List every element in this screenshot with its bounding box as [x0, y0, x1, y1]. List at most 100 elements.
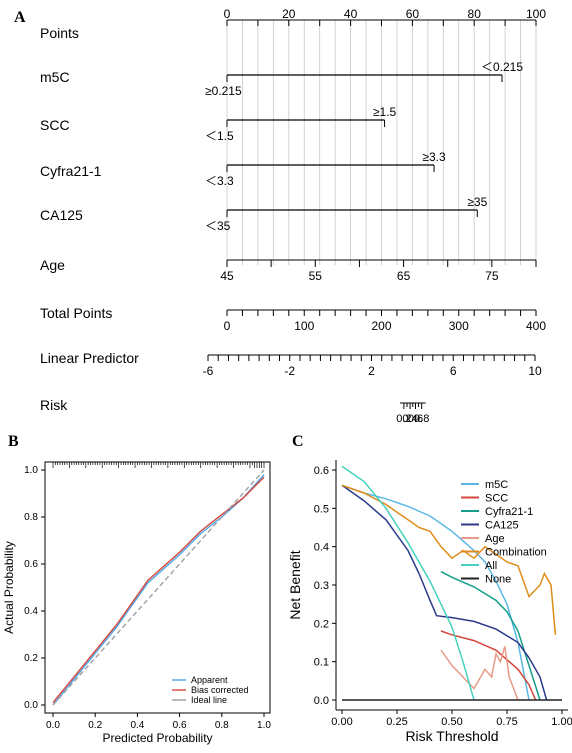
series-line — [341, 484, 548, 701]
x-tick-label: 0.4 — [130, 720, 144, 731]
y-tick-label: 0.1 — [314, 657, 329, 669]
decision-curve-chart: C 0.00 0.25 0.50 0.75 1.00 0.0 0.1 0.2 0.3 0.4 0.5 0… — [287, 433, 572, 744]
calibration-chart: B 0.0 0.2 0.4 0.6 0.8 1.0 0.0 0.2 0.4 0.6 0.8 1.0 Pre… — [2, 433, 271, 745]
y-tick-label: 1.0 — [24, 465, 38, 476]
legend-label: Apparent — [191, 675, 228, 685]
legend-label: Combination — [485, 547, 547, 559]
y-axis-label: Actual Probability — [2, 541, 16, 634]
y-tick-label: 0.6 — [24, 559, 38, 570]
factor-level-label: ≥35 — [467, 195, 487, 209]
x-axis-label: Predicted Probability — [102, 731, 212, 745]
risk-tick-label: 0.6 — [408, 413, 423, 425]
x-tick-label: 1.00 — [551, 716, 572, 728]
legend-label: Ideal line — [191, 695, 227, 705]
row-label: Risk — [40, 397, 68, 413]
decision-curve-panel: C 0.00 0.25 0.50 0.75 1.00 0.0 0.1 0.2 0.3 0.4 0.5 0… — [286, 430, 572, 748]
total-points-tick-label: 200 — [371, 319, 391, 333]
legend-label: Bias corrected — [191, 685, 249, 695]
series-line — [52, 474, 265, 706]
age-tick-label: 65 — [397, 269, 411, 283]
linear-predictor-tick-label: 10 — [528, 364, 542, 378]
x-tick-label: 0.00 — [331, 716, 352, 728]
legend-label: SCC — [485, 493, 508, 505]
points-tick-label: 60 — [406, 7, 420, 21]
total-points-tick-label: 0 — [224, 319, 231, 333]
y-tick-label: 0.0 — [24, 700, 38, 711]
nomogram-chart: A Points m5C SCC Cyfra21-1 CA125 Age Total Poin… — [14, 7, 546, 425]
y-tick-label: 0.2 — [314, 618, 329, 630]
calibration-panel: B 0.0 0.2 0.4 0.6 0.8 1.0 0.0 0.2 0.4 0.6 0.8 1.0 Pre… — [0, 430, 286, 748]
total-points-tick-label: 100 — [294, 319, 314, 333]
y-tick-label: 0.3 — [314, 580, 329, 592]
y-tick-label: 0.6 — [314, 465, 329, 477]
series-line — [440, 630, 537, 701]
y-tick-label: 0.5 — [314, 503, 329, 515]
legend-label: Age — [485, 533, 505, 545]
legend-label: None — [485, 574, 511, 586]
legend-label: All — [485, 560, 497, 572]
factor-level-label: ＜35 — [205, 219, 231, 233]
x-tick-label: 0.0 — [46, 720, 60, 731]
risk-tick-label: 0.2 — [396, 413, 411, 425]
x-tick-label: 0.8 — [215, 720, 229, 731]
y-tick-label: 0.8 — [24, 512, 38, 523]
series-line — [52, 469, 265, 706]
age-tick-label: 75 — [485, 269, 499, 283]
y-tick-label: 0.0 — [314, 695, 329, 707]
factor-level-label: ＜0.215 — [481, 60, 523, 74]
points-tick-label: 100 — [526, 7, 546, 21]
row-label: Total Points — [40, 305, 112, 321]
row-label: Cyfra21-1 — [40, 163, 102, 179]
series-line — [440, 646, 519, 701]
factor-level-label: ≥3.3 — [422, 150, 446, 164]
legend-label: CA125 — [485, 520, 519, 532]
series-line — [440, 570, 541, 701]
nomogram-panel: A Points m5C SCC Cyfra21-1 CA125 Age Total Poin… — [14, 7, 546, 425]
points-tick-label: 40 — [344, 7, 358, 21]
panel-label-c: C — [292, 433, 304, 450]
row-label: Linear Predictor — [40, 350, 139, 366]
x-tick-label: 0.2 — [88, 720, 102, 731]
x-tick-label: 0.50 — [441, 716, 462, 728]
row-label: m5C — [40, 69, 70, 85]
linear-predictor-tick-label: -2 — [284, 364, 295, 378]
row-label: SCC — [40, 117, 70, 133]
row-label: Points — [40, 25, 79, 41]
plot-frame — [44, 461, 271, 714]
panel-label-b: B — [8, 433, 19, 450]
x-tick-label: 0.75 — [496, 716, 517, 728]
age-tick-label: 55 — [309, 269, 323, 283]
y-tick-label: 0.4 — [314, 542, 329, 554]
row-label: Age — [40, 257, 65, 273]
factor-level-label: ＜3.3 — [205, 174, 234, 188]
factor-level-label: ＜1.5 — [205, 129, 234, 143]
y-tick-label: 0.2 — [24, 653, 38, 664]
row-label: CA125 — [40, 207, 83, 223]
series-line — [52, 476, 265, 704]
linear-predictor-tick-label: -6 — [203, 364, 214, 378]
series-line — [341, 465, 475, 701]
linear-predictor-tick-label: 6 — [450, 364, 457, 378]
y-axis-label: Net Benefit — [287, 550, 303, 619]
factor-level-label: ≥1.5 — [373, 105, 397, 119]
x-tick-label: 0.25 — [386, 716, 407, 728]
x-tick-label: 1.0 — [257, 720, 271, 731]
total-points-tick-label: 300 — [449, 319, 469, 333]
risk-tick-label: 0.4 — [402, 413, 417, 425]
legend-label: Cyfra21-1 — [485, 506, 533, 518]
factor-level-label: ≥0.215 — [205, 84, 242, 98]
x-axis-label: Risk Threshold — [405, 728, 498, 744]
risk-tick-label: 0.8 — [414, 413, 429, 425]
series-line — [341, 484, 530, 701]
points-tick-label: 20 — [282, 7, 296, 21]
panel-label-a: A — [14, 9, 26, 26]
points-tick-label: 0 — [224, 7, 231, 21]
legend-label: m5C — [485, 479, 508, 491]
linear-predictor-tick-label: 2 — [368, 364, 375, 378]
points-tick-label: 80 — [468, 7, 482, 21]
x-tick-label: 0.6 — [173, 720, 187, 731]
age-tick-label: 45 — [220, 269, 234, 283]
total-points-tick-label: 400 — [526, 319, 546, 333]
y-tick-label: 0.4 — [24, 606, 38, 617]
series-line — [341, 484, 557, 635]
